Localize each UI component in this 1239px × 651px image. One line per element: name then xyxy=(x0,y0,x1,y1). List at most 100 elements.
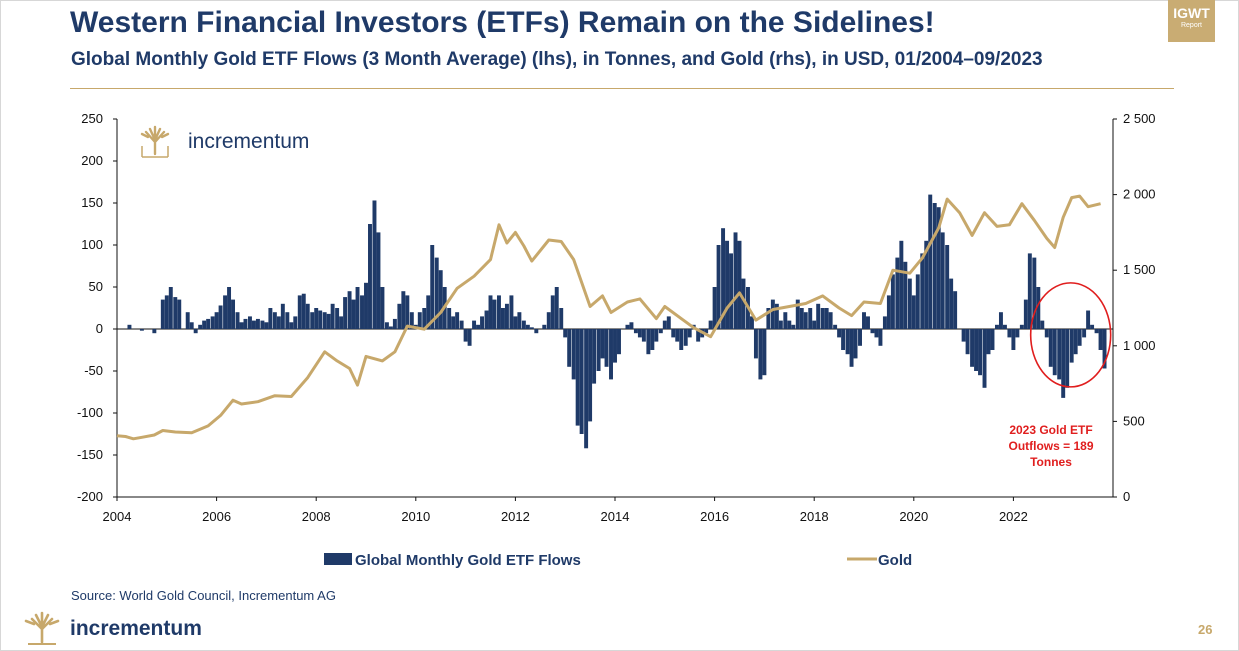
etf-flow-bar xyxy=(903,261,908,329)
etf-flow-bar xyxy=(874,329,879,338)
etf-flow-bar xyxy=(666,316,671,329)
etf-flow-bar xyxy=(198,324,203,329)
etf-flow-bar xyxy=(1082,329,1087,338)
etf-flow-bar xyxy=(625,324,630,329)
etf-flow-bar xyxy=(613,329,617,363)
etf-flow-bar xyxy=(206,318,211,329)
etf-flow-bar xyxy=(202,320,207,329)
etf-flow-bar xyxy=(417,312,422,329)
etf-flow-bar xyxy=(517,312,522,329)
badge-line2: Report xyxy=(1180,22,1202,29)
etf-flow-bar xyxy=(890,274,895,329)
etf-flow-bar xyxy=(280,303,285,329)
igwt-badge: IGWT Report xyxy=(1168,0,1215,42)
etf-flow-bar xyxy=(679,329,684,350)
etf-flow-bar xyxy=(571,329,576,380)
etf-flow-bar xyxy=(392,318,397,329)
etf-flow-bar xyxy=(343,297,348,329)
etf-flow-bar xyxy=(584,329,589,449)
left-tick-label: 100 xyxy=(81,237,103,252)
etf-flow-bar xyxy=(932,203,937,329)
etf-flow-bar xyxy=(783,312,788,329)
etf-flow-bar xyxy=(704,329,709,334)
etf-flow-bar xyxy=(260,320,265,329)
etf-flow-bar xyxy=(1032,257,1037,329)
etf-flow-bar xyxy=(472,320,477,329)
etf-flow-bar xyxy=(1057,329,1062,380)
etf-flow-bar xyxy=(641,329,646,342)
x-tick-label: 2020 xyxy=(899,509,928,524)
etf-flow-bar xyxy=(853,329,858,359)
etf-flow-bar xyxy=(774,303,779,329)
etf-flow-bar xyxy=(658,329,663,334)
etf-flow-bar xyxy=(297,295,302,329)
etf-flow-bar xyxy=(799,308,804,329)
etf-flow-bar xyxy=(372,200,377,329)
left-tick-label: -200 xyxy=(77,489,103,504)
etf-flow-bar xyxy=(272,312,277,329)
etf-flow-bar xyxy=(264,322,269,329)
etf-flow-bar xyxy=(721,228,726,329)
etf-flow-bar xyxy=(633,329,638,334)
etf-flow-bar xyxy=(1011,329,1016,350)
etf-flow-bar xyxy=(990,329,995,350)
etf-flow-bar xyxy=(534,329,539,334)
etf-flow-bar xyxy=(945,245,950,329)
etf-flow-bar xyxy=(982,329,987,388)
etf-flow-bar xyxy=(753,329,758,359)
etf-flow-bar xyxy=(899,240,904,329)
etf-flow-bar xyxy=(492,299,497,329)
etf-flow-bar xyxy=(791,324,796,329)
etf-flow-bar xyxy=(1073,329,1078,355)
etf-flow-bar xyxy=(878,329,883,346)
bar-series xyxy=(127,194,1107,449)
etf-flow-bar xyxy=(1086,310,1091,329)
etf-flow-bar xyxy=(1052,329,1057,376)
etf-flow-bar xyxy=(218,305,223,329)
etf-flow-bar xyxy=(882,316,887,329)
etf-flow-bar xyxy=(546,312,551,329)
etf-flow-bar xyxy=(837,329,842,338)
x-tick-label: 2018 xyxy=(800,509,829,524)
etf-flow-bar xyxy=(426,295,431,329)
etf-flow-bar xyxy=(654,329,659,342)
etf-flow-bar xyxy=(650,329,655,350)
etf-flow-bar xyxy=(434,257,439,329)
etf-flow-bar xyxy=(729,253,734,329)
etf-flow-bar xyxy=(504,303,509,329)
etf-flow-bar xyxy=(920,253,925,329)
etf-flow-bar xyxy=(554,287,559,329)
etf-flow-bar xyxy=(335,308,340,329)
etf-flow-bar xyxy=(795,299,800,329)
etf-flow-bar xyxy=(758,329,763,380)
footer-tree-logo-icon xyxy=(22,611,62,645)
etf-flow-bar xyxy=(712,287,717,329)
etf-flow-bar xyxy=(409,312,414,329)
etf-flow-bar xyxy=(1027,253,1032,329)
etf-flow-bar xyxy=(1069,329,1074,363)
etf-flow-bar xyxy=(185,312,190,329)
etf-flow-bar xyxy=(592,329,597,384)
etf-flow-bar xyxy=(725,240,730,329)
etf-flow-bar xyxy=(949,278,954,329)
etf-flow-bar xyxy=(696,329,701,342)
annotation-text: 2023 Gold ETF xyxy=(1009,423,1092,437)
etf-flow-bar xyxy=(833,324,838,329)
etf-flow-bar xyxy=(318,310,323,329)
right-tick-label: 2 000 xyxy=(1123,187,1156,202)
etf-flow-bar xyxy=(214,312,219,329)
etf-flow-bar xyxy=(961,329,966,342)
etf-flow-bar xyxy=(239,322,244,329)
etf-flow-bar xyxy=(637,329,642,338)
etf-flow-bar xyxy=(808,308,813,329)
etf-flow-bar xyxy=(542,324,547,329)
annotation-text: Outflows = 189 xyxy=(1008,439,1093,453)
etf-flow-bar xyxy=(550,295,555,329)
etf-flow-bar xyxy=(1044,329,1049,338)
etf-flow-bar xyxy=(862,312,866,329)
etf-flow-bar xyxy=(355,287,360,329)
etf-flow-bar xyxy=(928,194,933,329)
page-number: 26 xyxy=(1198,622,1213,637)
etf-flow-bar xyxy=(496,295,501,329)
etf-flow-bar xyxy=(965,329,970,355)
